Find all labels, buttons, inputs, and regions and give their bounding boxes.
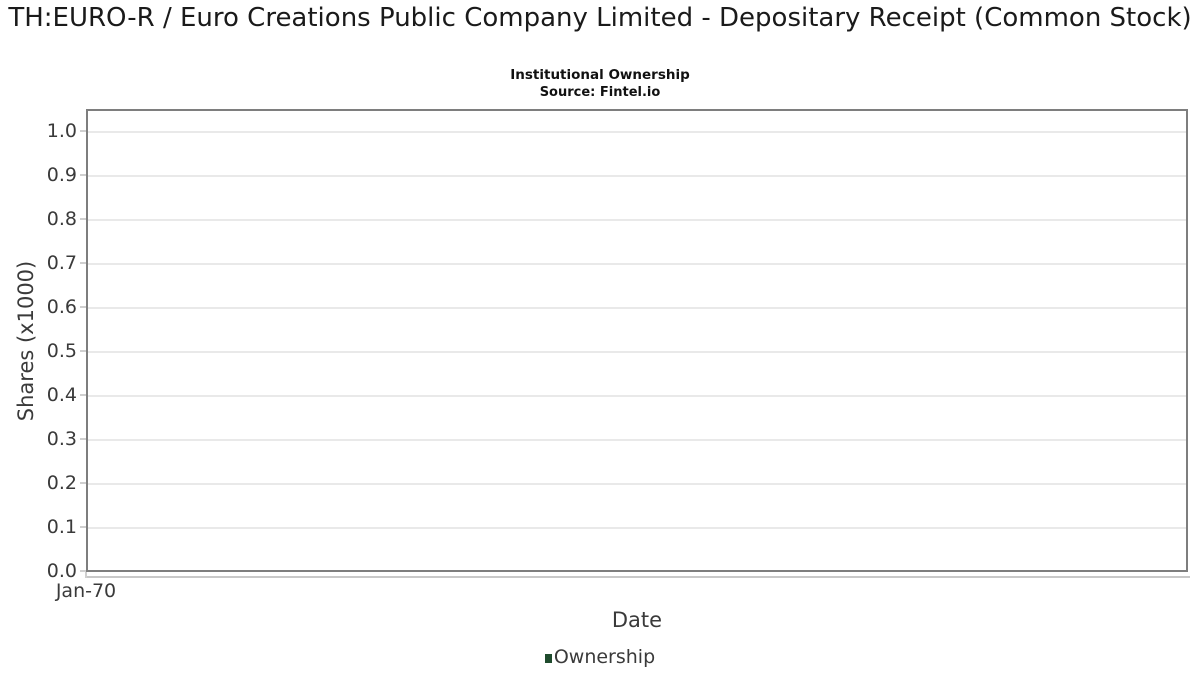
y-tick-mark [80, 350, 86, 352]
gridline [88, 131, 1186, 133]
y-tick-label: 1.0 [46, 120, 77, 142]
x-tick-mark [85, 572, 87, 578]
y-tick-label: 0.6 [46, 296, 77, 318]
gridline [88, 483, 1186, 485]
y-tick-label: 0.0 [46, 560, 77, 582]
x-tick-label: Jan-70 [55, 580, 117, 602]
legend: Ownership [0, 646, 1200, 668]
y-tick-label: 0.5 [46, 340, 77, 362]
gridline [88, 219, 1186, 221]
plot-area [86, 109, 1188, 572]
y-tick-mark [80, 526, 86, 528]
y-axis-label: Shares (x1000) [14, 260, 38, 422]
y-tick-label: 0.2 [46, 472, 77, 494]
x-axis-label: Date [611, 608, 663, 632]
y-tick-label: 0.4 [46, 384, 77, 406]
y-tick-mark [80, 570, 86, 572]
gridline [88, 395, 1186, 397]
gridline [88, 307, 1186, 309]
chart-subtitle: Institutional Ownership [510, 67, 690, 83]
gridline [88, 175, 1186, 177]
y-tick-label: 0.1 [46, 516, 77, 538]
gridline [88, 439, 1186, 441]
gridline [88, 527, 1186, 529]
chart-title: TH:EURO-R / Euro Creations Public Compan… [8, 3, 1192, 33]
ownership-series-marker [544, 653, 552, 663]
y-tick-label: 0.3 [46, 428, 77, 450]
gridline [88, 351, 1186, 353]
y-tick-mark [80, 130, 86, 132]
gridline [88, 263, 1186, 265]
y-tick-label: 0.7 [46, 252, 77, 274]
y-tick-mark [80, 482, 86, 484]
y-tick-mark [80, 218, 86, 220]
chart-source: Source: Fintel.io [539, 85, 661, 100]
y-tick-mark [80, 174, 86, 176]
y-tick-mark [80, 262, 86, 264]
y-tick-mark [80, 306, 86, 308]
y-tick-label: 0.9 [46, 164, 77, 186]
legend-label-ownership: Ownership [553, 646, 656, 668]
y-tick-mark [80, 394, 86, 396]
y-tick-mark [80, 438, 86, 440]
x-axis-baseline [86, 576, 1190, 578]
y-tick-label: 0.8 [46, 208, 77, 230]
